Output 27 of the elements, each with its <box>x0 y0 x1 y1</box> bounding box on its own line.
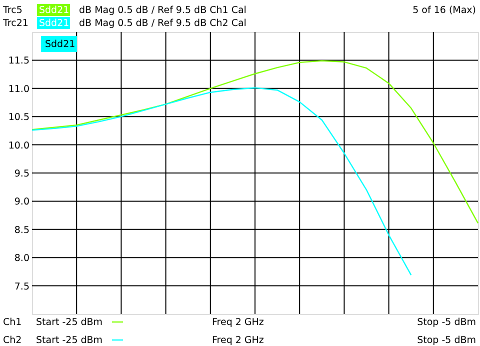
y-tick-label: 7.5 <box>14 281 30 292</box>
text: Freq 2 GHz <box>212 335 264 346</box>
line-series <box>31 87 412 276</box>
y-tick-label: 9.5 <box>14 168 30 180</box>
text: Sdd21 <box>39 18 70 29</box>
y-tick-label: 10.5 <box>8 112 30 124</box>
text: Stop -5 dBm <box>417 317 476 328</box>
y-tick-label: 8.0 <box>14 253 30 264</box>
y-tick-label: 11.5 <box>8 56 30 67</box>
y-tick-label: 11.0 <box>8 84 30 95</box>
text: Start -25 dBm <box>36 335 103 346</box>
y-tick-label: 9.0 <box>14 196 30 208</box>
text: dB Mag 0.5 dB / Ref 9.5 dB Ch2 Cal <box>79 18 246 29</box>
text: Trc5 <box>2 5 22 16</box>
text: Trc21 <box>2 18 28 29</box>
text: dB Mag 0.5 dB / Ref 9.5 dB Ch1 Cal <box>79 5 246 16</box>
text: Ch2 <box>3 335 22 346</box>
text: Freq 2 GHz <box>212 317 264 328</box>
y-tick-label: 8.5 <box>14 224 30 236</box>
y-tick-label: 10.0 <box>8 140 30 152</box>
text: Ch1 <box>3 317 22 328</box>
text: Stop -5 dBm <box>417 335 476 346</box>
text: Start -25 dBm <box>36 317 103 328</box>
annotation: Sdd21 <box>45 39 76 50</box>
line-series <box>31 60 479 224</box>
text: 5 of 16 (Max) <box>412 5 476 16</box>
text: Sdd21 <box>39 5 70 16</box>
